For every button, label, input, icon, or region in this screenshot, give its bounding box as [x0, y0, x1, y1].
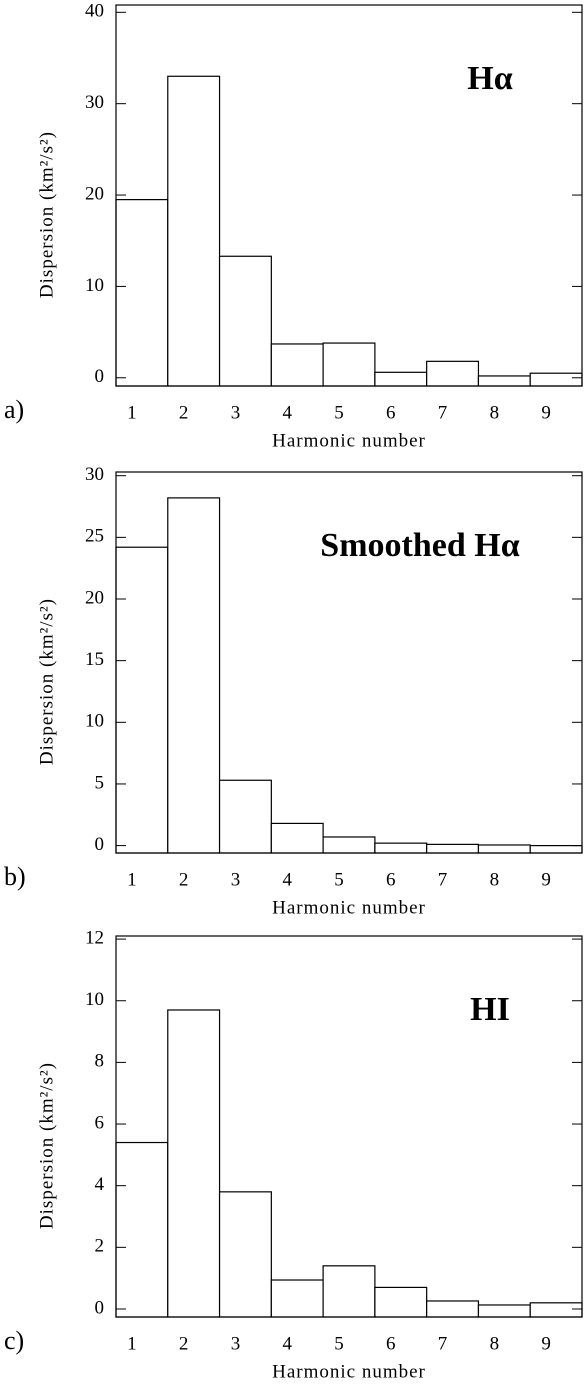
- y-tick-label: 15: [85, 649, 104, 670]
- x-tick-label: 3: [231, 869, 241, 890]
- x-tick-label: 7: [438, 1333, 448, 1354]
- x-tick-label: 3: [231, 402, 241, 423]
- y-tick-label: 40: [85, 1, 104, 22]
- x-axis-label: Harmonic number: [272, 897, 426, 918]
- x-tick-label: 7: [438, 402, 448, 423]
- panel-title: Hα: [467, 60, 512, 97]
- x-tick-label: 8: [490, 869, 500, 890]
- y-tick-label: 0: [95, 834, 105, 855]
- bar: [477, 844, 531, 854]
- x-tick-label: 2: [179, 402, 189, 423]
- y-tick-label: 20: [85, 587, 104, 608]
- y-tick-label: 10: [85, 711, 104, 732]
- x-tick-label: 2: [179, 869, 189, 890]
- y-tick-label: 8: [95, 1051, 105, 1072]
- y-tick-label: 30: [85, 464, 104, 485]
- x-tick-label: 1: [127, 402, 137, 423]
- x-tick-label: 9: [541, 402, 551, 423]
- bar: [374, 371, 428, 387]
- panel-label: c): [4, 1326, 24, 1355]
- x-tick-label: 6: [386, 1333, 396, 1354]
- bar: [426, 1300, 480, 1318]
- y-axis-label: Dispersion (km²/s²): [36, 131, 57, 298]
- x-tick-label: 2: [179, 1333, 189, 1354]
- x-tick-label: 6: [386, 402, 396, 423]
- plot-frame: [115, 935, 583, 1318]
- y-tick-label: 2: [95, 1236, 105, 1257]
- x-tick-label: 7: [438, 869, 448, 890]
- bar: [270, 822, 324, 854]
- bar: [115, 199, 169, 387]
- y-tick-label: 0: [95, 366, 105, 387]
- x-tick-label: 5: [334, 869, 344, 890]
- bar: [322, 342, 376, 387]
- y-axis-label: Dispersion (km²/s²): [36, 598, 57, 765]
- y-tick-label: 6: [95, 1112, 105, 1133]
- x-tick-label: 9: [541, 869, 551, 890]
- bar: [167, 75, 221, 387]
- y-tick-label: 30: [85, 92, 104, 113]
- bar: [218, 779, 272, 854]
- x-tick-label: 3: [231, 1333, 241, 1354]
- x-tick-label: 1: [127, 869, 137, 890]
- panel-title: HI: [470, 991, 510, 1028]
- x-tick-label: 4: [282, 402, 292, 423]
- bar: [322, 836, 376, 854]
- bar: [115, 546, 169, 854]
- bar: [322, 1265, 376, 1318]
- x-tick-label: 4: [282, 1333, 292, 1354]
- bar: [374, 842, 428, 854]
- y-axis-label: Dispersion (km²/s²): [36, 1062, 57, 1229]
- bar: [270, 1279, 324, 1318]
- bar: [529, 845, 583, 854]
- bar: [218, 1191, 272, 1318]
- x-tick-label: 4: [282, 869, 292, 890]
- bar: [270, 343, 324, 387]
- panel-label: a): [4, 395, 24, 424]
- plot-frame: [115, 471, 583, 854]
- x-tick-label: 8: [490, 1333, 500, 1354]
- y-tick-label: 12: [85, 927, 104, 948]
- bar: [426, 360, 480, 387]
- y-tick-label: 25: [85, 526, 104, 547]
- bar: [477, 375, 531, 387]
- y-tick-label: 4: [95, 1174, 105, 1195]
- bar: [218, 255, 272, 387]
- x-tick-label: 5: [334, 1333, 344, 1354]
- bar: [167, 1009, 221, 1318]
- panel-title: Smoothed Hα: [320, 527, 519, 564]
- x-axis-label: Harmonic number: [272, 1361, 426, 1382]
- panel-label: b): [4, 862, 26, 891]
- y-tick-label: 20: [85, 183, 104, 204]
- x-tick-label: 5: [334, 402, 344, 423]
- bar: [374, 1286, 428, 1318]
- y-tick-label: 10: [85, 275, 104, 296]
- x-tick-label: 9: [541, 1333, 551, 1354]
- bar: [529, 372, 583, 387]
- y-tick-label: 0: [95, 1297, 105, 1318]
- bar: [477, 1304, 531, 1318]
- y-tick-label: 10: [85, 989, 104, 1010]
- x-tick-label: 8: [490, 402, 500, 423]
- y-tick-label: 5: [95, 772, 105, 793]
- x-axis-label: Harmonic number: [272, 430, 426, 451]
- bar: [167, 497, 221, 854]
- bar: [115, 1141, 169, 1318]
- x-tick-label: 6: [386, 869, 396, 890]
- bar: [529, 1302, 583, 1318]
- x-tick-label: 1: [127, 1333, 137, 1354]
- bar: [426, 843, 480, 854]
